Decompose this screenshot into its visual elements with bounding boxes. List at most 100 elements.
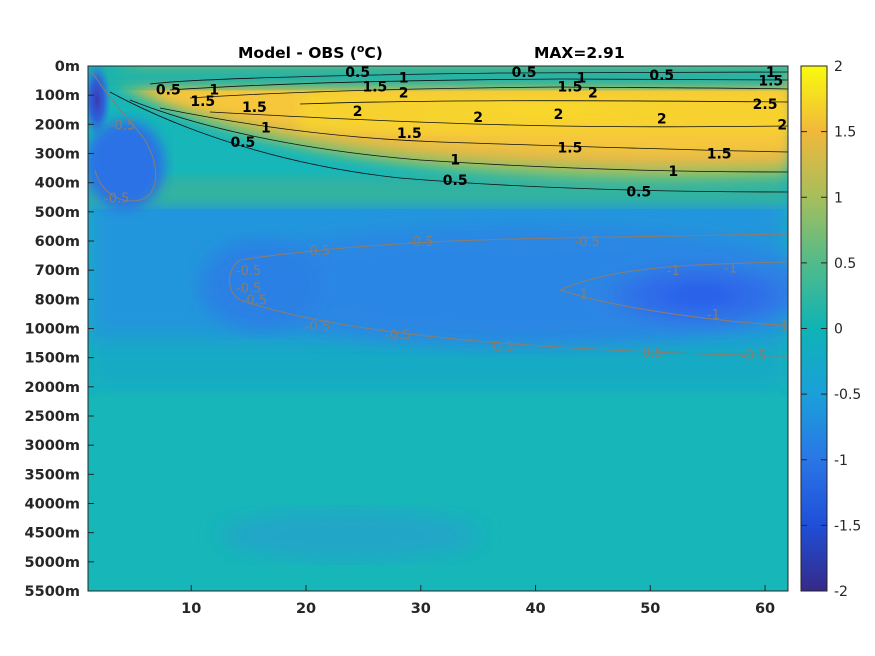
contour-label-positive: 0.5 (345, 65, 370, 81)
contour-label-negative: -0.5 (638, 346, 663, 361)
contour-label-negative: -0.5 (741, 349, 766, 364)
y-tick-label: 100m (35, 88, 80, 104)
y-tick-label: 800m (35, 292, 80, 308)
degree-symbol: o (357, 42, 365, 55)
contour-label-negative: -0.5 (305, 244, 330, 259)
contour-neg-0-5-left (91, 71, 157, 202)
y-tick-label: 4500m (25, 526, 80, 542)
colorbar-tick-label: -1.5 (834, 518, 861, 534)
y-tick-label: 2500m (25, 409, 80, 425)
contour-label-positive: 2 (777, 117, 787, 133)
contour-label-positive: 1.5 (397, 126, 422, 142)
contour-label-positive: 2 (588, 85, 598, 101)
y-tick-label: 1000m (25, 322, 80, 338)
contour-label-negative: -0.5 (385, 328, 410, 343)
colorbar-tick-label: -2 (834, 584, 848, 600)
contour-label-positive: 2 (473, 110, 483, 126)
contour-2-lower (209, 111, 788, 128)
contour-label-negative: -0.5 (236, 264, 261, 279)
x-tick-label: 10 (181, 601, 201, 617)
contour-label-positive: 0.5 (231, 135, 256, 151)
y-tick-label: 700m (35, 263, 80, 279)
contour-label-negative: -0.5 (110, 118, 135, 133)
colorbar-tick-label: -0.5 (834, 387, 861, 403)
y-tick-label: 600m (35, 234, 80, 250)
contour-label-negative: -1 (667, 264, 680, 279)
x-tick-label: 30 (411, 601, 431, 617)
contour-label-positive: 1.5 (190, 94, 215, 110)
colorbar-ticks: 2 1.5 1 0.5 0 -0.5 -1 -1.5 -2 (801, 59, 861, 600)
contour-label-negative: -0.5 (236, 282, 261, 297)
contour-label-negative: -0.5 (242, 293, 267, 308)
x-tick-label: 60 (755, 601, 775, 617)
contour-neg-0-5-mid-lower (239, 299, 788, 357)
colorbar-tick-label: 0 (834, 322, 843, 338)
colorbar-tick-label: 2 (834, 59, 843, 75)
contour-neg-0-5-mid-upper (239, 233, 788, 261)
y-tick-label: 4000m (25, 497, 80, 513)
contour-label-positive: 2 (353, 104, 363, 120)
y-tick-label: 3500m (25, 467, 80, 483)
contour-label-positive: 1 (261, 120, 271, 136)
contour-1-lower (129, 99, 788, 173)
contour-0-5-upper (149, 71, 788, 85)
contour-label-positive: 1.5 (362, 79, 387, 95)
y-tick-label: 5500m (25, 584, 80, 600)
y-tick-label: 500m (35, 205, 80, 221)
colorbar-tick-label: -1 (834, 453, 848, 469)
contour-label-positive: 1.5 (558, 79, 583, 95)
colorbar: 2 1.5 1 0.5 0 -0.5 -1 -1.5 -2 (800, 59, 861, 600)
contour-label-negative: -1 (776, 320, 789, 335)
contour-label-negative: -0.5 (574, 235, 599, 250)
contour-label-positive: 1 (450, 152, 460, 168)
y-tick-label: 0m (55, 59, 80, 75)
y-tick-label: 200m (35, 117, 80, 133)
colorbar-tick-label: 0.5 (834, 256, 856, 272)
chart-title-right: MAX=2.91 (534, 44, 625, 62)
contour-label-positive: 1.5 (758, 74, 783, 90)
contour-label-positive: 1 (209, 82, 219, 98)
contour-label-negative: -1 (707, 308, 720, 323)
contour-label-positive: 0.5 (512, 65, 537, 81)
contour-label-negative: -0.5 (305, 320, 330, 335)
x-tick-label: 40 (525, 601, 545, 617)
contour-label-positive: 2.5 (753, 97, 778, 113)
contour-label-positive: 1 (577, 71, 587, 87)
heatmap-field (88, 66, 788, 591)
contour-neg-0-5-tip (228, 259, 241, 301)
y-tick-label: 1500m (25, 351, 80, 367)
contour-label-negative: -0.5 (104, 191, 129, 206)
y-tick-label: 5000m (25, 555, 80, 571)
contour-1-5-lower (159, 107, 788, 153)
chart-title-left-text: Model - OBS ( (238, 44, 357, 62)
contour-2-core (299, 100, 788, 105)
contour-label-positive: 1 (668, 164, 678, 180)
x-tick-label: 50 (640, 601, 660, 617)
contour-lines (91, 71, 788, 357)
contour-label-negative: -0.5 (408, 235, 433, 250)
contour-label-positive: 0.5 (443, 173, 468, 189)
contour-1-5-upper (189, 86, 788, 99)
contour-label-positive: 1 (399, 71, 409, 87)
title-unit: C) (364, 44, 382, 62)
colorbar-tick-label: 1 (834, 190, 843, 206)
contour-label-positive: 1 (766, 65, 776, 81)
contour-label-negative: -0.5 (488, 340, 513, 355)
contour-label-positive: 0.5 (156, 82, 181, 98)
contour-0-5-lower (109, 91, 788, 193)
colorbar-tick-label: 1.5 (834, 125, 856, 141)
contour-label-positive: 1.5 (242, 100, 267, 116)
y-tick-label: 3000m (25, 438, 80, 454)
y-tick-label: 400m (35, 176, 80, 192)
x-axis-ticks: 10 20 30 40 50 60 (181, 585, 775, 617)
contour-label-positive: 2 (554, 107, 564, 123)
contour-1-upper (169, 78, 788, 91)
chart-title-left: Model - OBS (oC) (238, 42, 383, 62)
contour-label-negative: -1 (724, 261, 737, 276)
contour-label-negative: -1 (575, 288, 588, 303)
contour-label-positive: 0.5 (626, 184, 651, 200)
contour-neg-1-lower (559, 289, 788, 326)
contour-neg-1-upper (559, 261, 788, 291)
